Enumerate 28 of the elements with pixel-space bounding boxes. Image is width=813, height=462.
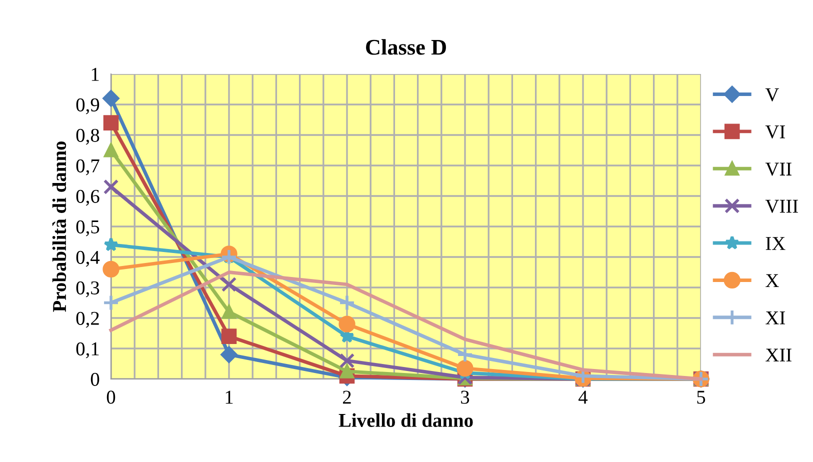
- legend-label: IX: [766, 237, 786, 250]
- x-tick-label: 0: [106, 390, 116, 404]
- x-tick-label: 2: [342, 390, 351, 404]
- legend-label: XII: [766, 348, 792, 362]
- y-tick-label: 0,9: [76, 98, 100, 114]
- x-axis-title: Livello di danno: [338, 413, 473, 427]
- y-tick-label: 0,1: [76, 342, 99, 358]
- legend-label: X: [766, 274, 779, 288]
- x-tick-label: 1: [226, 390, 233, 404]
- y-tick-label: 0,6: [76, 190, 100, 206]
- y-tick-label: 0,4: [76, 250, 100, 267]
- y-tick-label: 0,5: [76, 220, 100, 236]
- legend-label: XI: [766, 311, 785, 324]
- y-tick-label: 0,3: [76, 281, 100, 298]
- x-tick-label: 3: [461, 390, 470, 404]
- legend-label: VII: [765, 162, 792, 176]
- legend-label: V: [765, 88, 779, 102]
- x-tick-label: 4: [578, 390, 588, 404]
- y-tick-label: 0,2: [76, 312, 99, 328]
- chart-title: Classe D: [366, 39, 446, 55]
- y-tick-label: 0: [90, 372, 100, 386]
- legend-label: VIII: [765, 200, 798, 213]
- y-tick-label: 0,8: [76, 128, 100, 145]
- legend-label: VI: [765, 126, 785, 139]
- y-tick-label: 0,7: [76, 159, 100, 176]
- y-axis-title: Probabilità di danno: [52, 142, 66, 312]
- x-tick-label: 5: [697, 390, 706, 404]
- y-tick-label: 1: [92, 68, 99, 81]
